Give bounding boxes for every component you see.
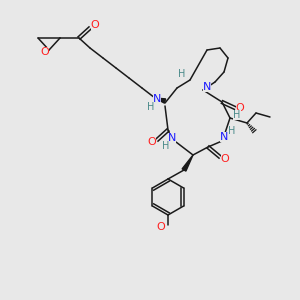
Text: H: H bbox=[162, 141, 170, 151]
Text: H: H bbox=[178, 69, 186, 79]
Text: O: O bbox=[91, 20, 99, 30]
Text: O: O bbox=[148, 137, 156, 147]
Text: N: N bbox=[153, 94, 161, 104]
Text: N: N bbox=[168, 133, 176, 143]
Polygon shape bbox=[155, 98, 166, 103]
Text: N: N bbox=[220, 132, 228, 142]
Text: N: N bbox=[203, 82, 211, 92]
Text: H: H bbox=[228, 126, 236, 136]
Text: O: O bbox=[236, 103, 244, 113]
Text: O: O bbox=[220, 154, 230, 164]
Text: O: O bbox=[157, 222, 165, 232]
Text: O: O bbox=[40, 47, 50, 57]
Text: H: H bbox=[147, 102, 155, 112]
Polygon shape bbox=[182, 155, 193, 171]
Text: H: H bbox=[233, 110, 241, 120]
